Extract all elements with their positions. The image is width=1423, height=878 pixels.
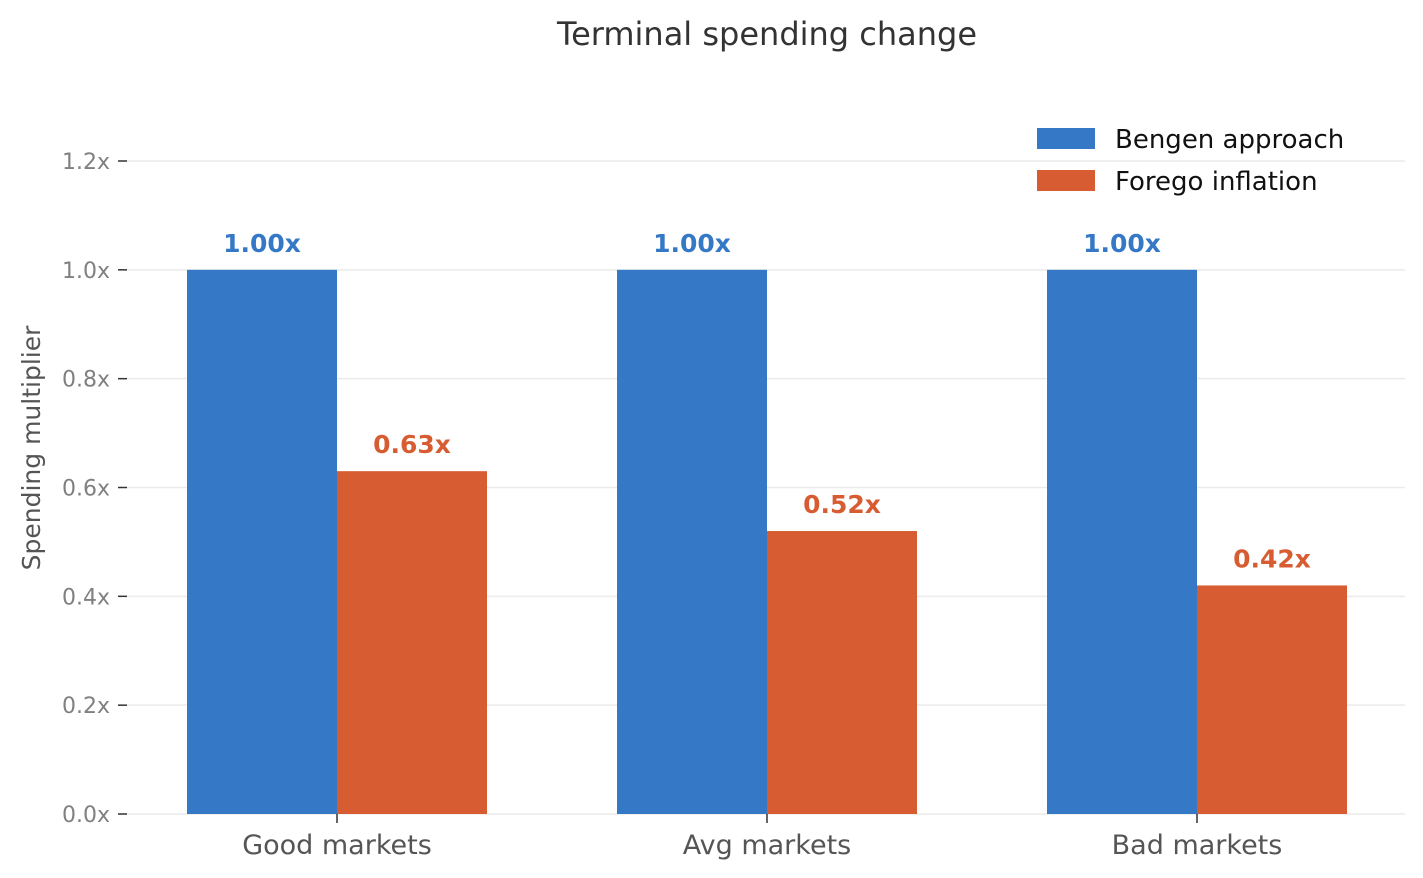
bar-value-label: 0.42x [1233,544,1311,573]
x-tick-label: Bad markets [1112,830,1283,861]
bar-value-label: 1.00x [223,229,301,258]
y-tick-label: 1.2x [62,150,110,175]
y-tick-label: 0.4x [62,585,110,610]
bar [187,269,337,814]
bars: 1.00x 0.63x 1.00x 0.52x 1.00x 0.42x [187,229,1347,814]
y-axis-label: Spending multiplier [17,325,46,570]
bar-value-label: 0.52x [803,490,881,519]
legend-label: Bengen approach [1115,125,1344,155]
x-tick-label: Good markets [242,830,432,861]
y-tick-label: 1.0x [62,259,110,284]
x-tick-label: Avg markets [683,830,851,861]
x-axis: Good markets Avg markets Bad markets [242,814,1282,861]
bar-value-label: 1.00x [653,229,731,258]
bar [767,531,917,814]
bar [1197,585,1347,814]
chart-title: Terminal spending change [556,15,977,53]
legend-swatch [1037,128,1095,149]
bar [1047,269,1197,814]
y-axis: 0.0x 0.2x 0.4x 0.6x 0.8x 1.0x 1.2x [62,150,127,828]
legend-swatch [1037,170,1095,191]
bar-value-label: 1.00x [1083,229,1161,258]
bar [617,269,767,814]
y-tick-label: 0.0x [62,803,110,828]
bar [337,471,487,814]
y-tick-label: 0.2x [62,694,110,719]
y-tick-label: 0.6x [62,477,110,502]
bar-value-label: 0.63x [373,430,451,459]
legend: Bengen approach Forego inflation [1037,125,1344,197]
legend-label: Forego inflation [1115,167,1318,197]
y-tick-label: 0.8x [62,368,110,393]
